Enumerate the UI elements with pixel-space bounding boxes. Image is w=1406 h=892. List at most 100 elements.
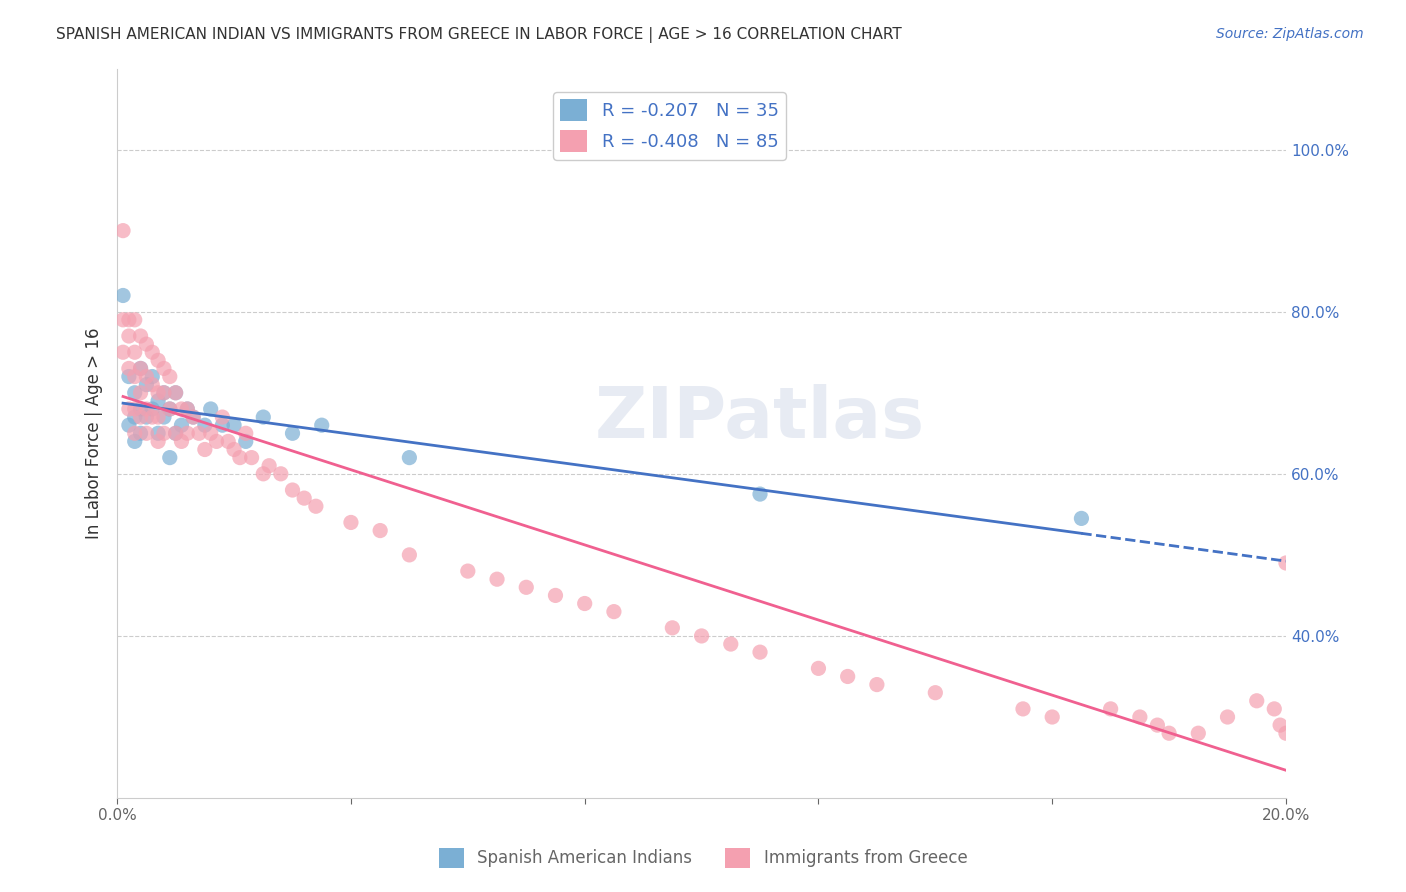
Point bbox=[235, 426, 257, 441]
Point bbox=[1129, 710, 1152, 724]
Text: SPANISH AMERICAN INDIAN VS IMMIGRANTS FROM GREECE IN LABOR FORCE | AGE > 16 CORR: SPANISH AMERICAN INDIAN VS IMMIGRANTS FR… bbox=[56, 27, 903, 43]
Point bbox=[124, 410, 146, 425]
Point bbox=[141, 369, 163, 384]
Point bbox=[1275, 556, 1298, 570]
Point bbox=[311, 418, 333, 433]
Point bbox=[398, 548, 420, 562]
Point bbox=[211, 418, 233, 433]
Point bbox=[170, 418, 193, 433]
Point bbox=[118, 361, 141, 376]
Point bbox=[807, 661, 830, 675]
Point bbox=[200, 426, 222, 441]
Point bbox=[305, 500, 328, 514]
Point bbox=[141, 377, 163, 392]
Point bbox=[129, 385, 152, 400]
Point bbox=[146, 393, 169, 408]
Point bbox=[661, 621, 683, 635]
Point bbox=[457, 564, 479, 578]
Point bbox=[368, 524, 391, 538]
Point bbox=[170, 434, 193, 449]
Point bbox=[544, 589, 567, 603]
Point bbox=[124, 345, 146, 359]
Point bbox=[153, 426, 176, 441]
Y-axis label: In Labor Force | Age > 16: In Labor Force | Age > 16 bbox=[86, 327, 103, 539]
Point bbox=[112, 345, 135, 359]
Point bbox=[135, 410, 157, 425]
Point bbox=[252, 410, 274, 425]
Point bbox=[176, 401, 198, 416]
Point bbox=[292, 491, 315, 505]
Point bbox=[153, 385, 176, 400]
Point bbox=[1040, 710, 1063, 724]
Point bbox=[141, 410, 163, 425]
Point bbox=[159, 450, 181, 465]
Point bbox=[1216, 710, 1239, 724]
Point bbox=[153, 385, 176, 400]
Point bbox=[690, 629, 713, 643]
Point bbox=[1146, 718, 1168, 732]
Point bbox=[235, 434, 257, 449]
Point bbox=[135, 369, 157, 384]
Point bbox=[159, 401, 181, 416]
Point bbox=[135, 377, 157, 392]
Point bbox=[1099, 702, 1122, 716]
Point bbox=[222, 418, 245, 433]
Point bbox=[146, 353, 169, 368]
Point bbox=[146, 410, 169, 425]
Point bbox=[1012, 702, 1035, 716]
Point bbox=[515, 580, 537, 594]
Point bbox=[153, 410, 176, 425]
Point bbox=[118, 369, 141, 384]
Point bbox=[217, 434, 239, 449]
Point bbox=[574, 597, 596, 611]
Point bbox=[124, 313, 146, 327]
Point bbox=[1246, 694, 1268, 708]
Point bbox=[146, 434, 169, 449]
Point bbox=[118, 418, 141, 433]
Point bbox=[176, 426, 198, 441]
Point bbox=[176, 401, 198, 416]
Point bbox=[281, 483, 304, 497]
Point bbox=[129, 329, 152, 343]
Point bbox=[129, 401, 152, 416]
Point bbox=[170, 401, 193, 416]
Point bbox=[240, 450, 263, 465]
Point bbox=[112, 288, 135, 302]
Point bbox=[118, 401, 141, 416]
Point bbox=[1187, 726, 1209, 740]
Point bbox=[118, 329, 141, 343]
Point bbox=[135, 426, 157, 441]
Point bbox=[1275, 726, 1298, 740]
Point bbox=[749, 487, 772, 501]
Point bbox=[146, 385, 169, 400]
Point bbox=[252, 467, 274, 481]
Point bbox=[112, 224, 135, 238]
Point bbox=[124, 401, 146, 416]
Point bbox=[205, 434, 228, 449]
Point bbox=[124, 426, 146, 441]
Text: ZIPatlas: ZIPatlas bbox=[595, 384, 925, 453]
Point bbox=[124, 434, 146, 449]
Point bbox=[141, 345, 163, 359]
Point bbox=[129, 410, 152, 425]
Point bbox=[129, 361, 152, 376]
Text: Source: ZipAtlas.com: Source: ZipAtlas.com bbox=[1216, 27, 1364, 41]
Point bbox=[222, 442, 245, 457]
Point bbox=[866, 677, 889, 691]
Point bbox=[181, 410, 204, 425]
Point bbox=[603, 605, 626, 619]
Legend: R = -0.207   N = 35, R = -0.408   N = 85: R = -0.207 N = 35, R = -0.408 N = 85 bbox=[553, 92, 786, 160]
Point bbox=[281, 426, 304, 441]
Point bbox=[837, 669, 859, 683]
Point bbox=[141, 401, 163, 416]
Point bbox=[398, 450, 420, 465]
Point bbox=[165, 426, 187, 441]
Point bbox=[194, 442, 217, 457]
Point bbox=[165, 385, 187, 400]
Point bbox=[129, 361, 152, 376]
Point bbox=[188, 426, 211, 441]
Point bbox=[211, 410, 233, 425]
Point bbox=[340, 516, 363, 530]
Point bbox=[135, 401, 157, 416]
Point bbox=[257, 458, 280, 473]
